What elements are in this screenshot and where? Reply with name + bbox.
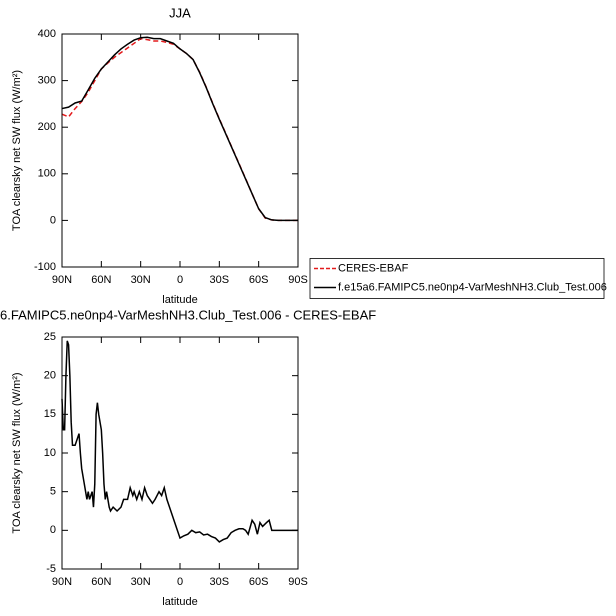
legend-label: f.e15a6.FAMIPC5.ne0np4-VarMeshNH3.Club_T… [338,281,607,293]
x-axis-label: latitude [162,294,197,306]
x-tick-label: 90S [288,576,308,588]
y-tick-label: 200 [38,121,56,133]
x-tick-label: 60N [91,274,111,286]
y-axis-label: TOA clearsky net SW flux (W/m²) [11,70,23,231]
x-tick-label: 30N [131,576,151,588]
y-tick-label: 10 [44,447,56,459]
x-tick-label: 30S [210,576,230,588]
y-tick-label: 15 [44,408,56,420]
chart-title: JJA [169,5,191,20]
x-tick-label: 90N [52,274,72,286]
chart-title: 6.FAMIPC5.ne0np4-VarMeshNH3.Club_Test.00… [0,307,376,322]
y-tick-label: 400 [38,28,56,40]
x-tick-label: 0 [177,576,183,588]
y-tick-label: 100 [38,168,56,180]
x-tick-label: 0 [177,274,183,286]
x-tick-label: 90S [288,274,308,286]
y-tick-label: 300 [38,75,56,87]
y-tick-label: 0 [50,524,56,536]
x-tick-label: 30N [131,274,151,286]
y-tick-label: 25 [44,331,56,343]
series-line [61,340,298,543]
x-tick-label: 30S [210,274,230,286]
legend-box [309,258,605,299]
x-tick-label: 60S [249,576,269,588]
y-tick-label: 0 [50,214,56,226]
x-tick-label: 60S [249,274,269,286]
series-line [61,36,298,222]
plot-frame [61,336,299,570]
y-tick-label: 20 [44,370,56,382]
y-tick-label: 5 [50,486,56,498]
y-axis-label: TOA clearsky net SW flux (W/m²) [11,372,23,533]
x-tick-label: 60N [91,576,111,588]
y-tick-label: -100 [34,261,56,273]
x-axis-label: latitude [162,596,197,608]
plot-frame [61,33,299,268]
legend-label: CERES-EBAF [338,262,409,274]
x-tick-label: 90N [52,576,72,588]
y-tick-label: -5 [46,563,56,575]
series-line [61,37,298,222]
